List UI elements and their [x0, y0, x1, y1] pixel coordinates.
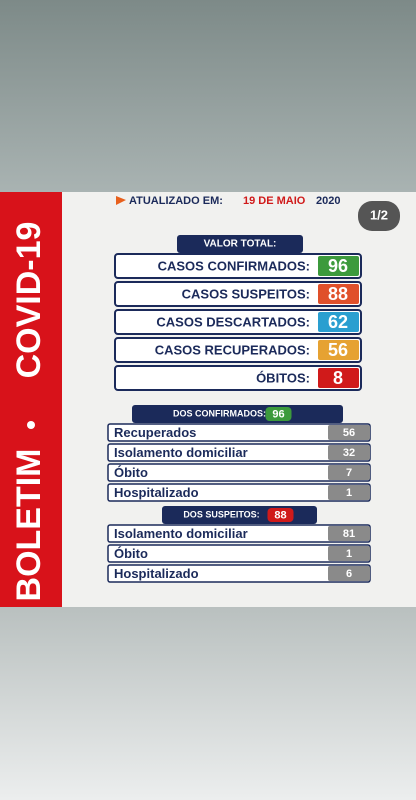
- detail-value: 56: [343, 427, 355, 439]
- arrow-icon: [116, 196, 126, 205]
- detail-label: Isolamento domiciliar: [114, 526, 248, 541]
- total-row: [114, 365, 362, 391]
- total-label: CASOS DESCARTADOS:: [156, 314, 310, 329]
- total-row: [114, 253, 362, 279]
- detail-label: Isolamento domiciliar: [114, 445, 248, 460]
- year: 2020: [316, 195, 340, 207]
- section-total: 88: [274, 509, 286, 521]
- date: 19 DE MAIO: [243, 195, 306, 207]
- total-value-box: [318, 284, 359, 304]
- top-backdrop: [0, 0, 416, 192]
- detail-value: 1: [346, 487, 352, 499]
- bottom-backdrop: [0, 607, 416, 800]
- detail-value: 1: [346, 548, 352, 560]
- detail-value-box: [328, 465, 370, 480]
- total-value: 96: [328, 256, 348, 276]
- section-title: DOS CONFIRMADOS:: [173, 408, 266, 418]
- section-tab: [177, 235, 303, 253]
- updated-label: ATUALIZADO EM:: [129, 195, 223, 207]
- bullet: [27, 421, 35, 429]
- detail-value: 6: [346, 568, 352, 580]
- section-total: 96: [272, 408, 284, 420]
- total-value-box: [318, 256, 359, 276]
- total-value-box: [318, 368, 359, 388]
- total-row: [114, 309, 362, 335]
- detail-value-box: [328, 425, 370, 440]
- total-value: 88: [328, 284, 348, 304]
- detail-label: Óbito: [114, 546, 148, 561]
- detail-value-box: [328, 526, 370, 541]
- section-title: DOS SUSPEITOS:: [183, 509, 259, 519]
- detail-value-box: [328, 546, 370, 561]
- total-row: [114, 281, 362, 307]
- total-label: CASOS RECUPERADOS:: [155, 342, 310, 357]
- detail-value-box: [328, 566, 370, 581]
- total-value: 8: [333, 368, 343, 388]
- total-label: CASOS SUSPEITOS:: [182, 286, 310, 301]
- section-total-box: [265, 407, 292, 421]
- total-label: ÓBITOS:: [256, 370, 310, 385]
- section-total-box: [267, 508, 294, 522]
- detail-label: Hospitalizado: [114, 566, 199, 581]
- total-value: 62: [328, 312, 348, 332]
- side-band: [0, 192, 62, 607]
- side-title: BOLETIM: [10, 449, 48, 602]
- section-title: VALOR TOTAL:: [204, 239, 277, 250]
- detail-label: Óbito: [114, 465, 148, 480]
- detail-value: 81: [343, 528, 355, 540]
- detail-value-box: [328, 445, 370, 460]
- page-badge: [358, 201, 400, 231]
- total-label: CASOS CONFIRMADOS:: [158, 258, 310, 273]
- detail-label: Recuperados: [114, 425, 196, 440]
- detail-value: 7: [346, 467, 352, 479]
- total-value-box: [318, 340, 359, 360]
- content: VALOR TOTAL: CASOS CONFIRMADOS: 96 CASOS SU…: [107, 235, 371, 583]
- total-value-box: [318, 312, 359, 332]
- side-title: COVID-19: [10, 222, 48, 379]
- page-indicator: 1/2: [370, 207, 388, 222]
- total-row: [114, 337, 362, 363]
- detail-label: Hospitalizado: [114, 485, 199, 500]
- total-value: 56: [328, 340, 348, 360]
- detail-value-box: [328, 485, 370, 500]
- detail-value: 32: [343, 447, 355, 459]
